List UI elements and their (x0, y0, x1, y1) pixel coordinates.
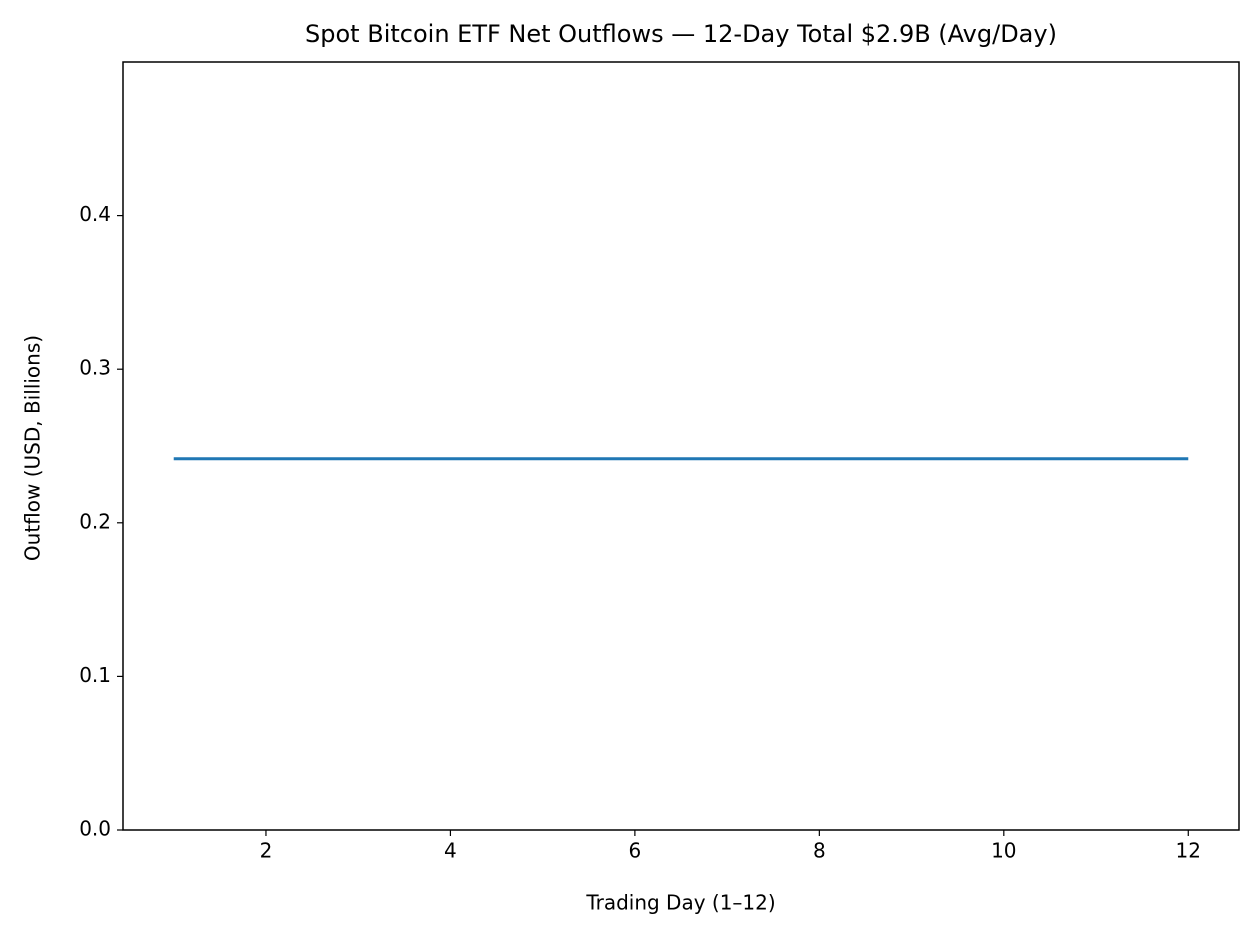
x-tick-label: 2 (260, 839, 273, 863)
plot-frame (122, 61, 1240, 831)
y-tick-label: 0.3 (79, 356, 111, 380)
x-tick-label: 4 (444, 839, 457, 863)
x-tick-label: 12 (1176, 839, 1201, 863)
y-axis-label: Outflow (USD, Billions) (21, 335, 45, 561)
x-axis-label: Trading Day (1–12) (585, 891, 775, 915)
y-tick-label: 0.0 (79, 817, 111, 841)
y-tick-label: 0.4 (79, 202, 111, 226)
x-tick-label: 8 (813, 839, 826, 863)
chart-title: Spot Bitcoin ETF Net Outflows — 12-Day T… (305, 20, 1057, 48)
x-tick-label: 10 (991, 839, 1016, 863)
x-tick-label: 6 (629, 839, 642, 863)
y-tick-label: 0.1 (79, 663, 111, 687)
y-tick-label: 0.2 (79, 509, 111, 533)
